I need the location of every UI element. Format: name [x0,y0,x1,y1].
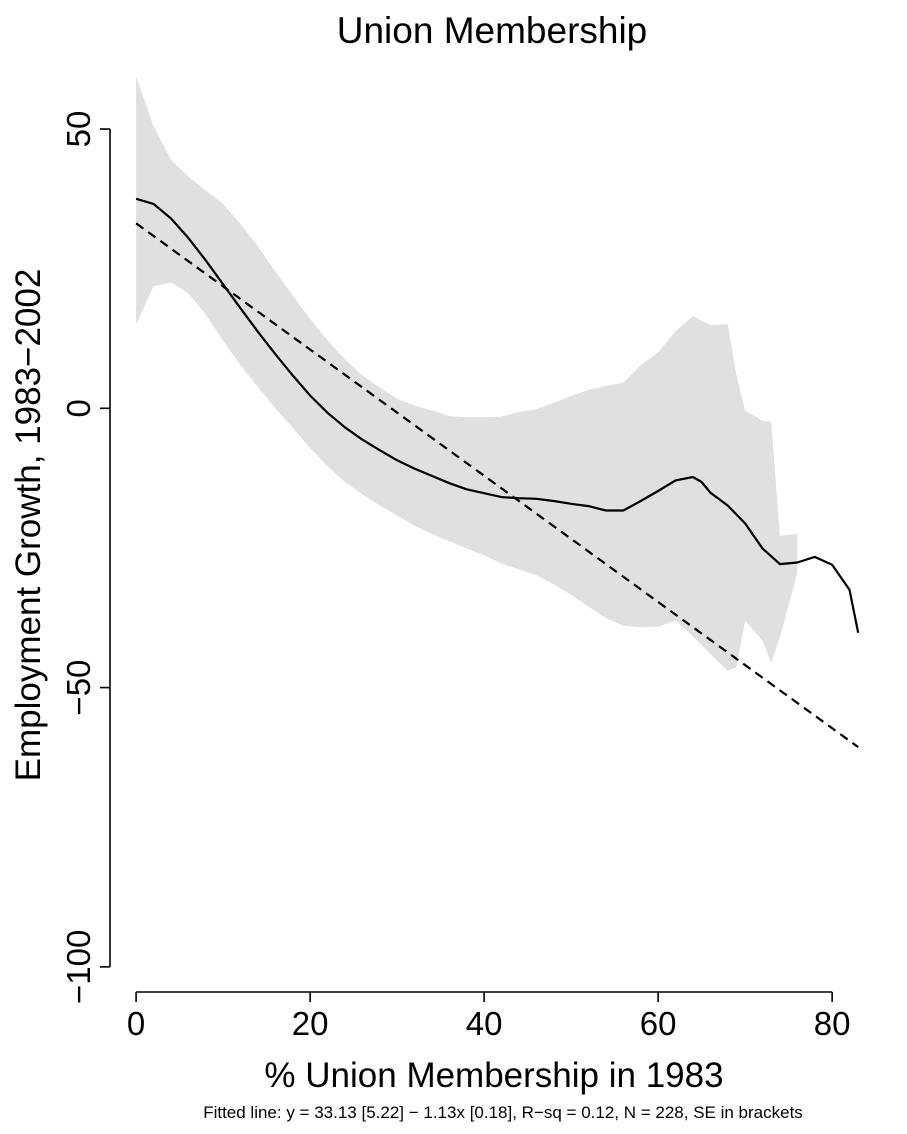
y-axis-label: Employment Growth, 1983−2002 [9,269,48,782]
smoothed-line [135,197,860,634]
chart-title: Union Membership [337,10,648,51]
y-tick-label: −50 [60,660,97,716]
y-tick-label: 0 [60,399,97,417]
x-ticks: 0 20 40 60 80 [127,992,851,1042]
plot-area [135,76,860,748]
x-tick-label: 40 [466,1005,503,1042]
y-tick-label: −100 [60,930,97,1004]
confidence-band [136,76,798,671]
fitted-line [135,222,859,748]
y-ticks: −100 −50 0 50 [60,111,110,1004]
x-tick-label: 60 [640,1005,677,1042]
x-tick-label: 20 [292,1005,329,1042]
y-tick-label: 50 [60,111,97,148]
fit-note: Fitted line: y = 33.13 [5.22] − 1.13x [0… [203,1103,803,1122]
x-tick-label: 80 [814,1005,851,1042]
x-tick-label: 0 [127,1005,145,1042]
x-axis-label: % Union Membership in 1983 [264,1056,723,1095]
